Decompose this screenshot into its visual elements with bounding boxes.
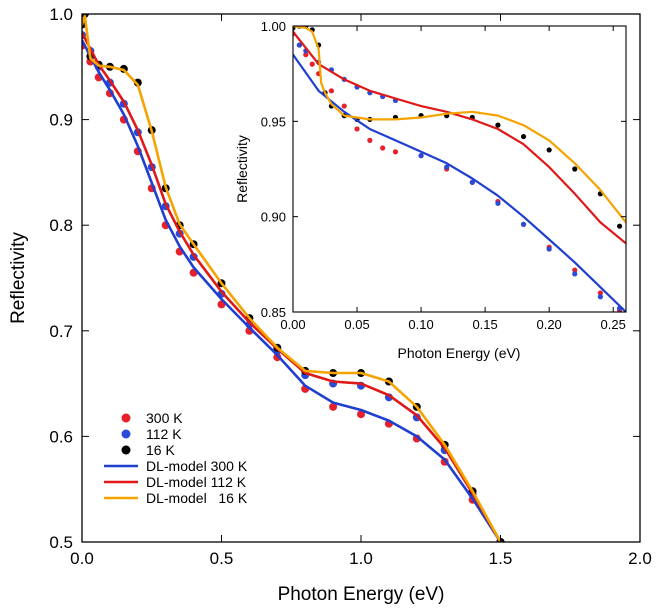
main-point-16-k-6 — [133, 78, 142, 87]
inset-line-dl-model-16-k — [293, 26, 626, 224]
main-y-axis-title: Reflectivity — [8, 232, 29, 324]
main-y-tick-label-0: 0.5 — [49, 533, 73, 552]
main-line-dl-model-16-k — [82, 14, 502, 542]
main-y-tick-label-2: 0.7 — [49, 322, 73, 341]
legend-label-dl-model-112-k: DL-model 112 K — [146, 474, 247, 490]
inset-y-axis-title: Reflectivity — [234, 135, 250, 203]
inset-point-300-k-2 — [303, 52, 309, 58]
main-point-300-k-15 — [357, 410, 365, 419]
inset-line-dl-model-300-k — [293, 53, 626, 312]
inset-point-112-k-11 — [469, 179, 475, 185]
main-x-tick-label-3: 1.5 — [489, 549, 513, 568]
inset-y-tick-label-3: 1.00 — [261, 19, 286, 34]
inset-x-tick-label-2: 0.10 — [408, 317, 433, 332]
inset-point-16-k-19 — [616, 223, 623, 229]
inset-x-tick-label-4: 0.20 — [536, 317, 561, 332]
inset-point-16-k-15 — [520, 133, 527, 140]
inset-y-tick-label-2: 0.95 — [261, 114, 286, 129]
inset-x-tick-label-5: 0.25 — [601, 317, 626, 332]
inset-x-axis-title: Photon Energy (eV) — [398, 345, 521, 361]
inset-line-dl-model-112-k — [293, 30, 626, 245]
inset-point-300-k-6 — [341, 103, 347, 109]
inset-point-112-k-15 — [572, 271, 578, 277]
main-line-dl-model-300-k — [82, 39, 502, 542]
main-point-300-k-14 — [329, 402, 338, 411]
legend-marker-16-k — [121, 445, 131, 455]
legend-label-16-k: 16 K — [146, 442, 175, 458]
main-line-dl-model-112-k — [82, 31, 502, 542]
inset-point-300-k-9 — [380, 145, 386, 151]
inset-point-300-k-8 — [367, 137, 373, 143]
legend-label-300-k: 300 K — [146, 410, 183, 426]
legend-label-dl-model-16-k: DL-model 16 K — [146, 490, 248, 506]
inset-y-tick-label-1: 0.90 — [261, 210, 286, 225]
inset-point-112-k-13 — [520, 221, 527, 227]
main-y-tick-label-4: 0.9 — [49, 111, 73, 130]
inset-point-16-k-17 — [572, 166, 578, 172]
main-x-axis-title: Photon Energy (eV) — [278, 584, 445, 605]
inset-point-16-k-16 — [546, 147, 552, 153]
main-x-tick-label-0: 0.0 — [70, 549, 94, 568]
inset-axes: 0.00 0.05 0.10 0.15 0.20 0.25 0.85 0.90 0.95 1.00 — [261, 19, 626, 332]
inset-point-300-k-17 — [572, 267, 578, 273]
inset-point-112-k-16 — [597, 294, 603, 300]
inset-y-tick-label-0: 0.85 — [261, 305, 286, 320]
main-y-tick-label-5: 1.0 — [49, 5, 73, 24]
legend-marker-300-k — [121, 413, 131, 423]
inset-x-tick-label-0: 0.00 — [280, 317, 305, 332]
inset-x-tick-label-1: 0.05 — [344, 317, 369, 332]
inset-point-300-k-7 — [354, 126, 360, 132]
inset-point-112-k-10 — [444, 164, 450, 170]
inset-point-112-k-12 — [495, 200, 501, 206]
legend-marker-112-k — [121, 429, 131, 439]
inset-point-112-k-9 — [418, 153, 424, 159]
main-x-tick-label-1: 0.5 — [210, 549, 234, 568]
main-y-tick-label-1: 0.6 — [49, 427, 73, 446]
inset-point-300-k-10 — [392, 149, 399, 155]
inset-point-112-k-0 — [296, 42, 303, 48]
inset-point-112-k-14 — [546, 246, 552, 252]
main-plot-data — [82, 14, 505, 542]
inset-plot-frame — [292, 25, 627, 313]
main-x-tick-label-2: 1.0 — [349, 549, 373, 568]
main-y-tick-label-3: 0.8 — [49, 216, 73, 235]
inset-plot-data — [293, 26, 626, 312]
inset-point-16-k-14 — [495, 122, 501, 128]
inset-point-300-k-5 — [328, 88, 335, 94]
inset-x-tick-label-3: 0.15 — [472, 317, 497, 332]
inset-background — [293, 26, 626, 312]
inset-point-300-k-18 — [597, 290, 603, 296]
legend-label-112-k: 112 K — [146, 426, 182, 442]
main-axes: 0.0 0.5 1.0 1.5 2.00.50.60.70.80.91.0 — [49, 5, 651, 568]
legend-label-dl-model-300-k: DL-model 300 K — [146, 458, 248, 474]
inset-point-300-k-3 — [309, 61, 315, 67]
main-x-tick-label-4: 2.0 — [628, 549, 652, 568]
